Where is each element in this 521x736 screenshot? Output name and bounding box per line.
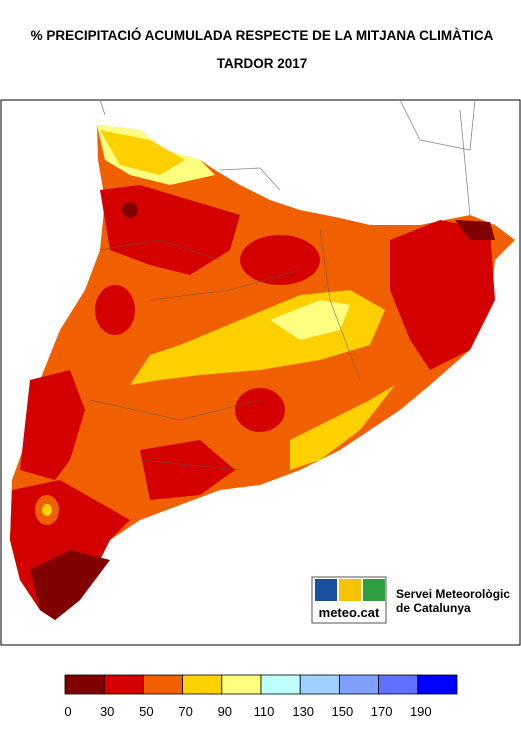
legend-swatch [103, 674, 144, 695]
logo-brand: meteo.cat [319, 605, 380, 620]
legend-label: 50 [139, 704, 153, 719]
legend-swatch [260, 674, 301, 695]
logo-line: Servei Meteorològic [396, 587, 510, 601]
subtitle: TARDOR 2017 [217, 56, 308, 71]
map: meteo.cat Servei Meteorològic de Catalun… [0, 99, 521, 646]
legend-swatch [221, 674, 262, 695]
title: % PRECIPITACIÓ ACUMULADA RESPECTE DE LA … [31, 28, 494, 43]
region [95, 285, 135, 335]
region [290, 385, 395, 470]
region [20, 370, 85, 480]
legend-label: 110 [254, 704, 275, 719]
legend-label: 90 [218, 704, 232, 719]
logo-icon [363, 579, 385, 601]
legend: 0 30 50 70 90 110 130 150 170 190 [64, 674, 458, 719]
county-border [89, 229, 361, 471]
region [140, 440, 235, 500]
legend-label: 150 [332, 704, 354, 719]
legend-label: 130 [292, 704, 314, 719]
region [390, 220, 495, 370]
legend-swatch [182, 674, 223, 695]
region [100, 130, 185, 175]
legend-swatch [417, 674, 458, 695]
logo: meteo.cat Servei Meteorològic de Catalun… [311, 576, 510, 624]
region [455, 220, 495, 240]
logo-icon [315, 579, 337, 601]
legend-swatch [338, 674, 379, 695]
region [122, 202, 138, 218]
legend-label: 30 [100, 704, 114, 719]
neighbour-border [99, 99, 476, 216]
legend-swatch [299, 674, 340, 695]
legend-swatch [142, 674, 183, 695]
legend-label: 190 [410, 704, 432, 719]
region [42, 504, 52, 516]
legend-label: 0 [64, 704, 71, 719]
legend-swatch [64, 674, 105, 695]
logo-line: de Catalunya [396, 601, 471, 615]
legend-swatch [378, 674, 419, 695]
legend-label: 170 [371, 704, 393, 719]
region [30, 550, 110, 620]
region [240, 235, 320, 285]
logo-icon [339, 579, 361, 601]
legend-label: 70 [178, 704, 192, 719]
region [235, 388, 285, 432]
region [270, 300, 350, 340]
